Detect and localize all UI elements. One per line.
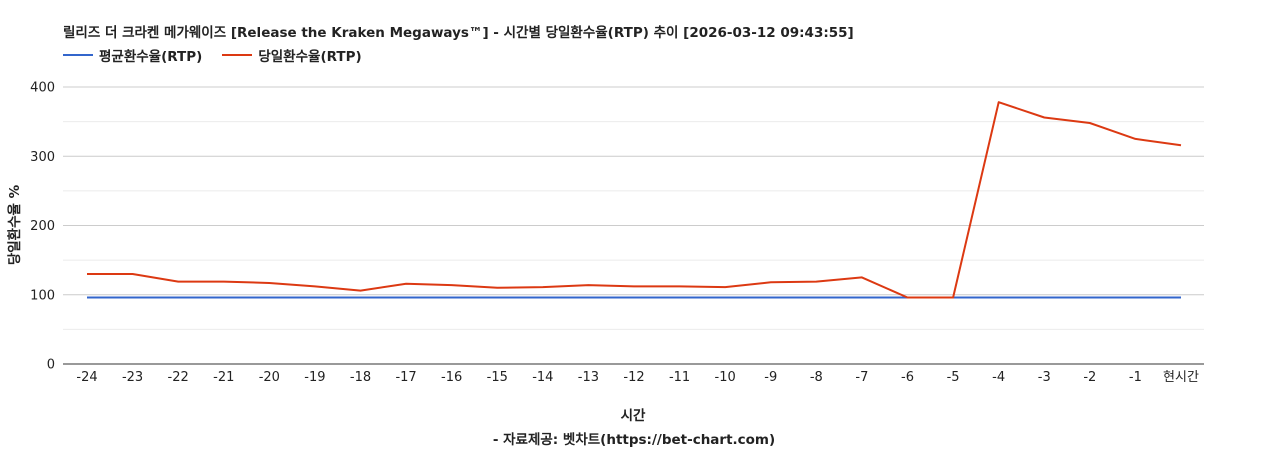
x-tick-label: -23 [122, 370, 143, 385]
x-tick-label: -5 [947, 370, 960, 385]
x-tick-label: -2 [1083, 370, 1096, 385]
series-lines [87, 101, 1182, 299]
x-tick-label: -13 [578, 370, 599, 385]
x-tick-label: -10 [715, 370, 736, 385]
x-tick-label: -3 [1038, 370, 1051, 385]
x-tick-label: -20 [259, 370, 280, 385]
x-tick-label: -14 [532, 370, 553, 385]
x-tick-label: -11 [669, 370, 690, 385]
x-tick-label: -21 [213, 370, 234, 385]
legend-swatch-average [63, 54, 93, 56]
y-tick-label: 200 [30, 219, 55, 234]
legend-item-daily-rtp[interactable]: 당일환수율(RTP) [222, 45, 362, 65]
x-tick-label: -15 [487, 370, 508, 385]
x-axis-title: 시간 [621, 407, 646, 424]
legend-swatch-daily [222, 54, 253, 56]
legend-item-average-rtp[interactable]: 평균환수율(RTP) [63, 45, 202, 65]
x-tick-label: -12 [623, 370, 644, 385]
x-tick-label: -8 [810, 370, 823, 385]
y-axis-title: 당일환수율 % [6, 184, 23, 265]
x-tick-label: -19 [304, 370, 325, 385]
grid-lines [63, 86, 1204, 330]
legend-label-daily-rtp: 당일환수율(RTP) [258, 49, 362, 65]
x-tick-label: -16 [441, 370, 462, 385]
series-line-daily-rtp[interactable] [87, 101, 1182, 299]
x-tick-label: 현시간 [1163, 370, 1199, 385]
x-tick-label: -7 [855, 370, 868, 385]
legend-label-average-rtp: 평균환수율(RTP) [99, 49, 203, 65]
x-tick-label: -24 [76, 370, 97, 385]
y-tick-label: 400 [30, 81, 55, 96]
y-tick-label: 100 [30, 288, 55, 303]
x-tick-label: -1 [1129, 370, 1142, 385]
x-tick-label: -17 [395, 370, 416, 385]
x-tick-label: -22 [168, 370, 189, 385]
legend: 평균환수율(RTP) 당일환수율(RTP) [63, 45, 382, 65]
chart-title: 릴리즈 더 크라켄 메가웨이즈 [Release the Kraken Mega… [63, 25, 854, 41]
x-tick-label: -9 [764, 370, 777, 385]
tick-labels: 0 100 200 300 400 -24 -23 -22 -21 -20 -19 -18 -17 -16… [30, 81, 1199, 386]
y-tick-label: 0 [47, 358, 55, 373]
x-tick-label: -18 [350, 370, 371, 385]
x-tick-label: -4 [992, 370, 1005, 385]
source-note: - 자료제공: 벳차트(https://bet-chart.com) [492, 432, 776, 448]
x-tick-label: -6 [901, 370, 914, 385]
y-tick-label: 300 [30, 150, 55, 165]
